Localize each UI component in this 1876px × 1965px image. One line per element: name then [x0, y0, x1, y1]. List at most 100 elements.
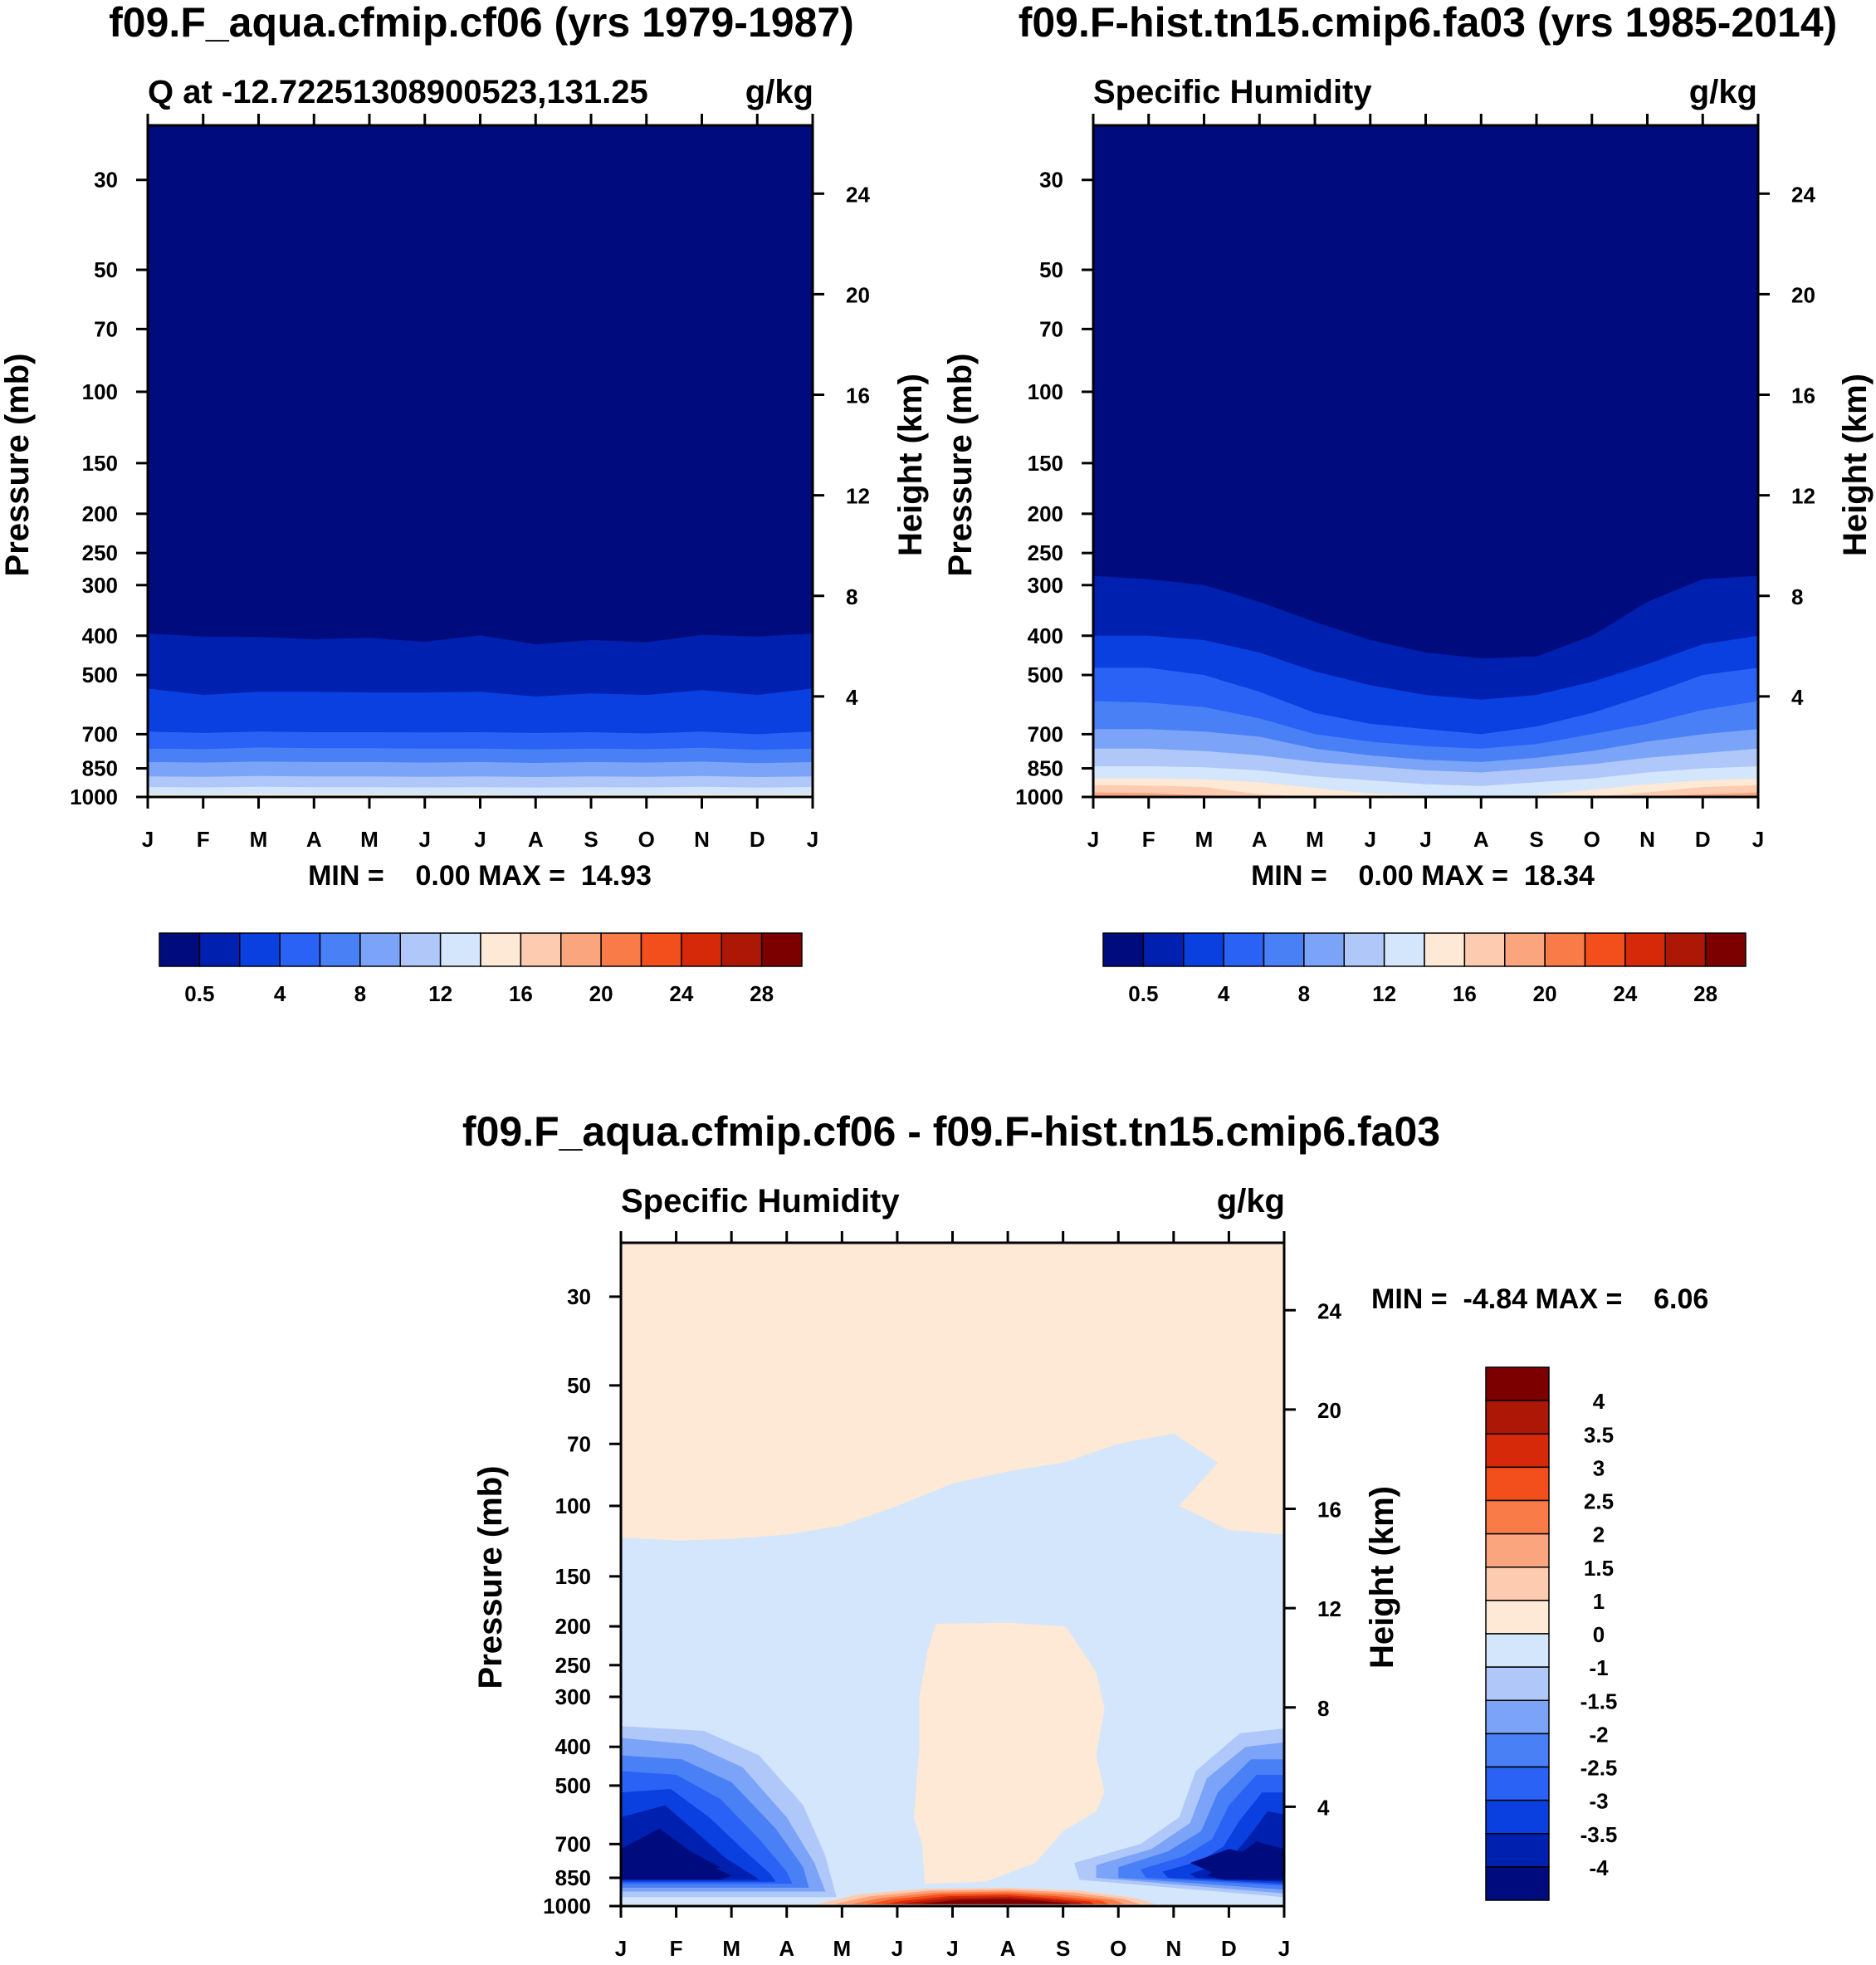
y2tick-label-24: 24 — [1791, 182, 1815, 207]
colorbar-swatch-1 — [1142, 932, 1185, 967]
colorbar-swatch-12 — [640, 932, 682, 967]
colorbar-label-8: -1 — [1589, 1655, 1608, 1680]
colorbar-swatch-3 — [1485, 1466, 1550, 1502]
panel-3-y2label: Height (km) — [1364, 1486, 1400, 1669]
ytick-label-70: 70 — [94, 316, 118, 341]
ytick-label-1000: 1000 — [70, 785, 118, 809]
colorbar-swatch-10 — [560, 932, 602, 967]
panel-2-minmax: MIN = 0.00 MAX = 18.34 — [1251, 860, 1595, 892]
colorbar-swatch-14 — [1485, 1833, 1550, 1868]
ytick-label-400: 400 — [555, 1734, 591, 1759]
colorbar-swatch-5 — [1303, 932, 1345, 967]
panel-1: f09.F_aqua.cfmip.cf06 (yrs 1979-1987) Q … — [0, 0, 929, 1006]
ytick-label-200: 200 — [555, 1614, 591, 1639]
colorbar-swatch-1 — [198, 932, 241, 967]
xtick-label-9: O — [1110, 1936, 1126, 1961]
ytick-label-500: 500 — [82, 662, 118, 687]
colorbar-swatch-7 — [1383, 932, 1425, 967]
colorbar-swatch-11 — [1544, 932, 1586, 967]
xtick-label-8: S — [584, 827, 598, 852]
colorbar-swatch-10 — [1504, 932, 1546, 967]
panel-1-ticks: 30 50 70 100 150 200 250 300 400 500 700 850 1000 24 2… — [70, 114, 870, 852]
ytick-label-1000: 1000 — [543, 1894, 591, 1919]
xtick-label-0: J — [1087, 827, 1099, 852]
colorbar-label-1: 3.5 — [1584, 1422, 1614, 1447]
y2tick-label-12: 12 — [846, 484, 870, 509]
ytick-label-30: 30 — [94, 168, 118, 193]
colorbar-label-3: 12 — [428, 981, 452, 1006]
panel-2-title: f09.F-hist.tn15.cmip6.fa03 (yrs 1985-201… — [1019, 0, 1838, 46]
xtick-label-7: A — [1473, 827, 1489, 852]
y2tick-label-24: 24 — [846, 182, 870, 207]
colorbar-label-12: -3 — [1589, 1789, 1608, 1814]
panel-1-ylabel: Pressure (mb) — [0, 354, 36, 577]
colorbar-swatch-5 — [359, 932, 401, 967]
y2tick-label-8: 8 — [846, 584, 857, 609]
ytick-label-50: 50 — [94, 257, 118, 282]
contour-band-q_14 — [1093, 778, 1758, 797]
colorbar-label-14: -4 — [1589, 1855, 1609, 1880]
y2tick-label-4: 4 — [1317, 1795, 1330, 1820]
xtick-label-1: F — [670, 1936, 683, 1961]
panel-2-y2label: Height (km) — [1837, 374, 1874, 556]
ytick-label-70: 70 — [567, 1431, 591, 1456]
panel-3-ticks: 30 50 70 100 150 200 250 300 400 500 700 850 1000 24 2… — [543, 1231, 1341, 1961]
ytick-label-30: 30 — [1039, 168, 1063, 193]
panel-3: f09.F_aqua.cfmip.cf06 - f09.F-hist.tn15.… — [462, 1108, 1708, 1961]
panel-3-title: f09.F_aqua.cfmip.cf06 - f09.F-hist.tn15.… — [462, 1108, 1440, 1155]
panel-3-colorbar: 4 3.5 3 2.5 2 1.5 1 0 -1 -1.5 -2 -2.5 -3 -3.5 -4 — [1485, 1366, 1618, 1901]
colorbar-swatch-8 — [480, 932, 522, 967]
xtick-label-9: O — [1584, 827, 1600, 852]
ytick-label-700: 700 — [82, 721, 118, 746]
panel-1-left-title: Q at -12.72251308900523,131.25 — [148, 74, 648, 110]
xtick-label-6: J — [474, 827, 486, 852]
xtick-label-6: J — [946, 1936, 958, 1961]
colorbar-label-0: 4 — [1593, 1389, 1605, 1414]
xtick-label-9: O — [638, 827, 655, 852]
ytick-label-200: 200 — [1028, 501, 1063, 526]
xtick-label-7: A — [528, 827, 544, 852]
colorbar-swatch-15 — [760, 932, 803, 967]
xtick-label-11: D — [1221, 1936, 1237, 1961]
y2tick-label-8: 8 — [1791, 584, 1803, 609]
xtick-label-10: N — [1165, 1936, 1181, 1961]
xtick-label-0: J — [142, 827, 154, 852]
colorbar-swatch-7 — [1485, 1600, 1550, 1635]
panel-1-contour-fill — [148, 125, 813, 797]
panel-1-y2label: Height (km) — [892, 374, 929, 556]
xtick-label-12: J — [807, 827, 818, 852]
y2tick-label-20: 20 — [846, 282, 870, 307]
colorbar-swatch-12 — [1485, 1766, 1550, 1801]
colorbar-label-6: 24 — [1613, 981, 1637, 1006]
xtick-label-6: J — [1419, 827, 1431, 852]
colorbar-label-9: -1.5 — [1580, 1689, 1618, 1713]
contour-band-q_12 — [148, 786, 813, 797]
colorbar-swatch-0 — [1102, 932, 1145, 967]
xtick-label-8: S — [1056, 1936, 1070, 1961]
panel-3-minmax: MIN = -4.84 MAX = 6.06 — [1371, 1283, 1708, 1315]
ytick-label-150: 150 — [555, 1564, 591, 1589]
xtick-label-4: M — [360, 827, 379, 852]
ytick-label-300: 300 — [555, 1684, 591, 1709]
y2tick-label-16: 16 — [1317, 1498, 1341, 1523]
ytick-label-1000: 1000 — [1015, 785, 1063, 809]
colorbar-swatch-4 — [1263, 932, 1305, 967]
xtick-label-12: J — [1752, 827, 1764, 852]
colorbar-swatch-10 — [1485, 1699, 1550, 1735]
ytick-label-850: 850 — [82, 756, 118, 781]
ytick-label-500: 500 — [555, 1773, 591, 1798]
panel-3-right-title: g/kg — [1217, 1183, 1285, 1220]
panel-1-minmax: MIN = 0.00 MAX = 14.93 — [308, 860, 652, 892]
colorbar-label-3: 12 — [1372, 981, 1396, 1006]
ytick-label-150: 150 — [82, 451, 118, 476]
colorbar-swatch-12 — [1584, 932, 1626, 967]
panel-2-colorbar: 0.5 4 8 12 16 20 24 28 — [1102, 932, 1747, 1006]
colorbar-label-5: 20 — [589, 981, 613, 1006]
y2tick-label-4: 4 — [1791, 685, 1804, 710]
ytick-label-250: 250 — [82, 540, 118, 565]
panel-3-ylabel: Pressure (mb) — [472, 1466, 509, 1689]
ytick-label-50: 50 — [567, 1373, 591, 1398]
diff-min-left — [632, 1844, 721, 1878]
panel-2-ylabel: Pressure (mb) — [942, 354, 979, 577]
y2tick-label-16: 16 — [1791, 384, 1815, 408]
